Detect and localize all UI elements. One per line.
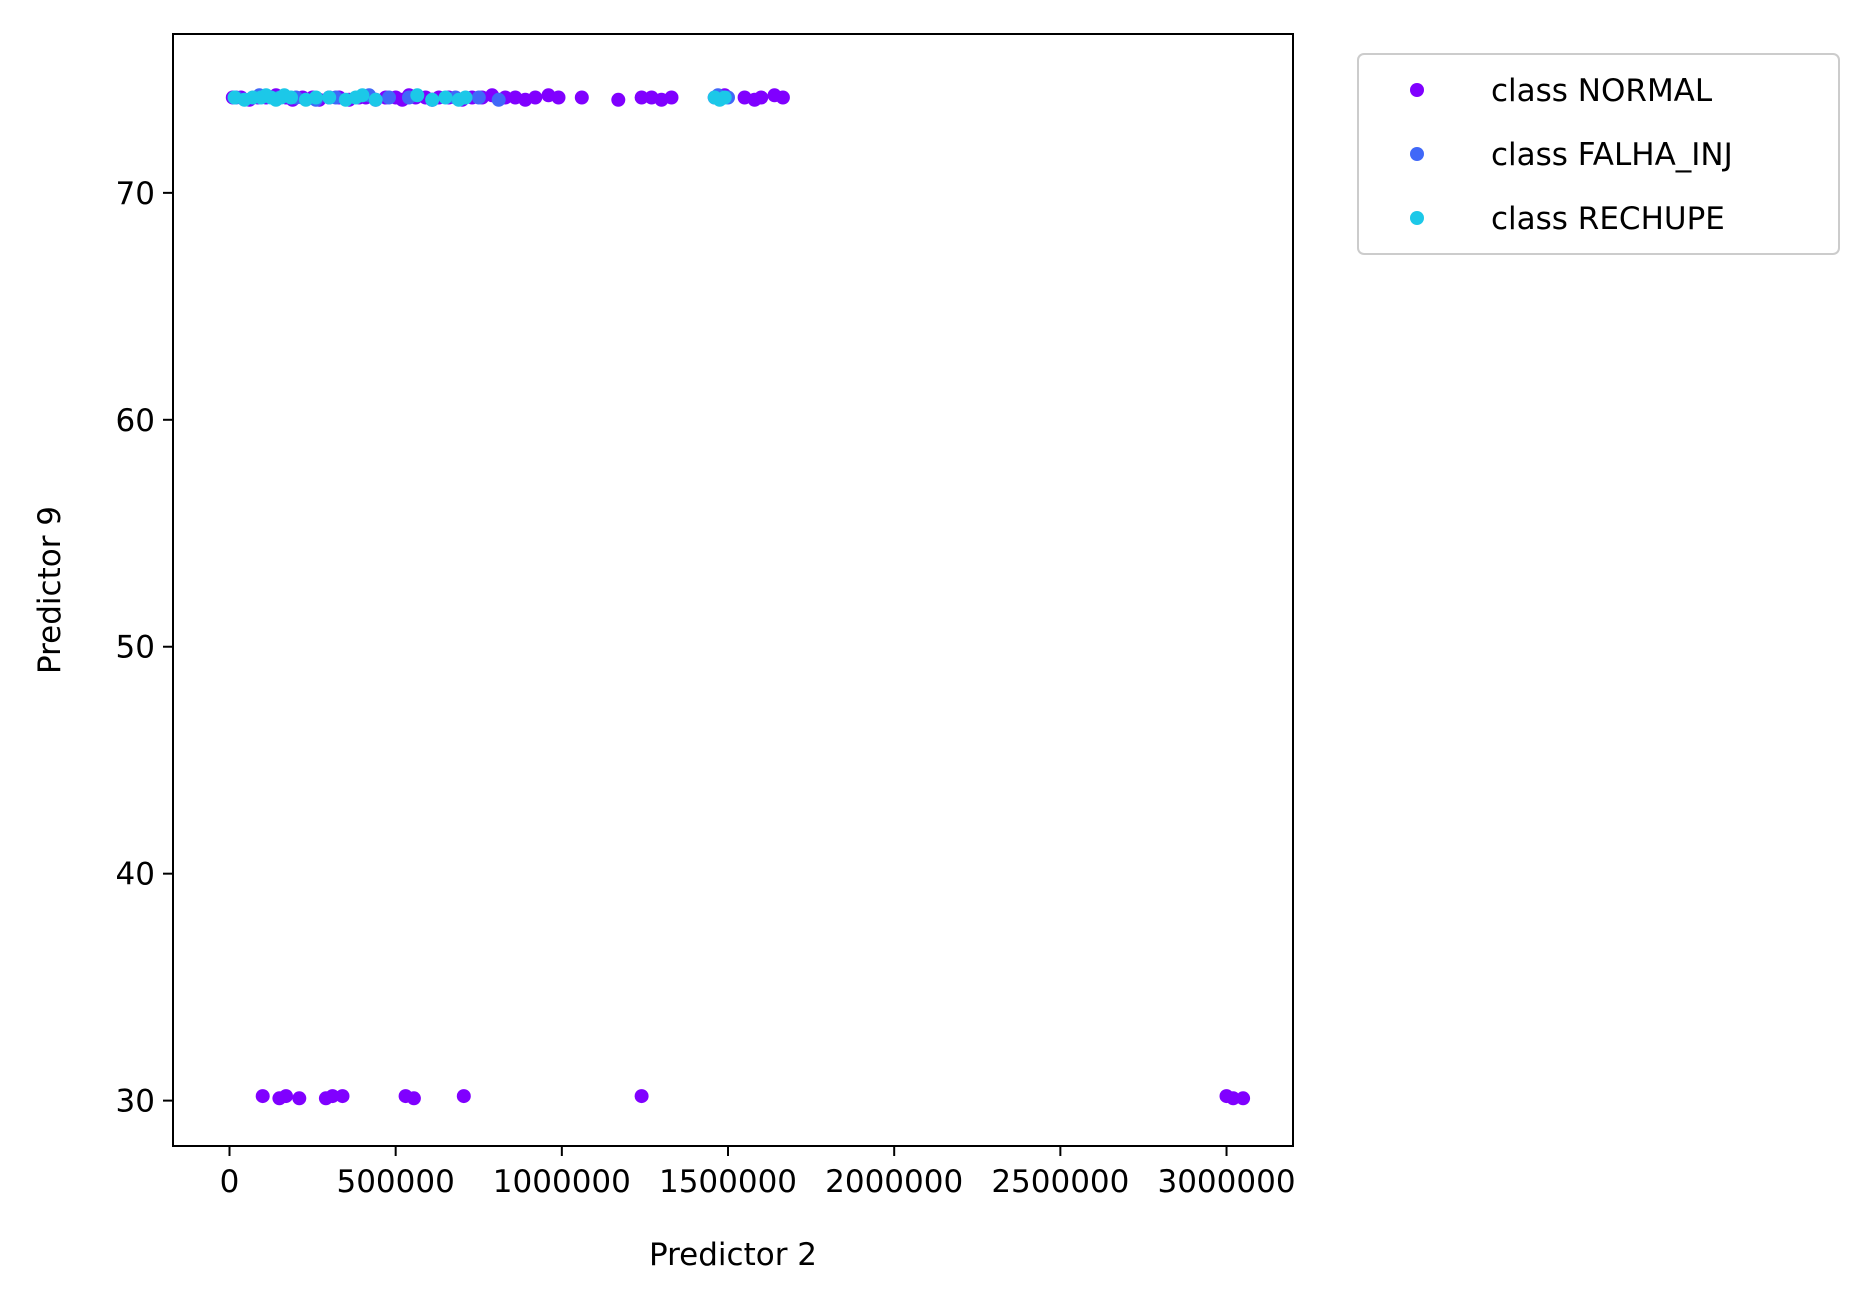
data-point bbox=[438, 90, 453, 105]
data-point bbox=[717, 90, 732, 105]
legend-marker bbox=[1410, 147, 1424, 161]
data-point bbox=[382, 90, 396, 105]
y-tick-label: 70 bbox=[116, 176, 155, 212]
data-point bbox=[292, 1091, 307, 1106]
legend-label: class RECHUPE bbox=[1491, 201, 1725, 237]
data-point bbox=[491, 92, 506, 107]
data-point bbox=[279, 1089, 293, 1104]
data-point bbox=[308, 90, 323, 105]
data-point bbox=[754, 90, 769, 105]
data-point bbox=[368, 92, 383, 107]
legend-marker bbox=[1410, 83, 1424, 97]
data-point bbox=[335, 1089, 350, 1104]
x-axis: 0 500000 1000000 1500000 2000000 2500000 30000… bbox=[220, 1146, 1296, 1200]
data-point bbox=[425, 92, 440, 107]
data-point bbox=[1236, 1091, 1251, 1106]
data-point bbox=[775, 90, 790, 105]
data-point bbox=[255, 1089, 270, 1104]
data-point bbox=[355, 88, 370, 103]
plot-area bbox=[172, 33, 1294, 1147]
y-tick-label: 30 bbox=[116, 1084, 155, 1120]
legend-label: class NORMAL bbox=[1491, 73, 1713, 109]
data-point bbox=[284, 90, 298, 105]
data-point bbox=[611, 92, 626, 107]
x-axis-label: Predictor 2 bbox=[649, 1237, 817, 1273]
points-layer bbox=[225, 88, 1251, 1106]
data-point bbox=[1226, 1091, 1241, 1106]
legend-marker bbox=[1410, 211, 1424, 225]
data-point bbox=[458, 90, 473, 105]
data-point bbox=[528, 90, 543, 105]
data-point bbox=[634, 90, 649, 105]
data-point bbox=[410, 88, 425, 103]
legend-frame bbox=[1357, 53, 1840, 255]
x-tick-label: 2000000 bbox=[825, 1164, 963, 1200]
y-axis-label: Predictor 9 bbox=[32, 506, 68, 674]
x-tick-label: 1000000 bbox=[493, 1164, 631, 1200]
x-tick-label: 1500000 bbox=[659, 1164, 797, 1200]
data-point bbox=[322, 90, 337, 105]
x-tick-label: 3000000 bbox=[1157, 1164, 1295, 1200]
y-tick-label: 40 bbox=[116, 857, 155, 893]
x-tick-label: 2500000 bbox=[991, 1164, 1129, 1200]
data-point bbox=[325, 1089, 340, 1104]
x-tick-label: 0 bbox=[220, 1164, 240, 1200]
y-axis: 30 40 50 60 70 bbox=[116, 176, 173, 1120]
y-tick-label: 60 bbox=[116, 403, 155, 439]
data-point bbox=[664, 90, 679, 105]
data-point bbox=[406, 1091, 421, 1106]
data-point bbox=[634, 1089, 649, 1104]
data-point bbox=[574, 90, 589, 105]
data-point bbox=[471, 90, 486, 105]
data-point bbox=[456, 1089, 471, 1104]
x-tick-label: 500000 bbox=[336, 1164, 454, 1200]
series-2 bbox=[227, 88, 732, 107]
legend-label: class FALHA_INJ bbox=[1491, 137, 1733, 173]
y-tick-label: 50 bbox=[116, 630, 155, 666]
data-point bbox=[551, 90, 566, 105]
